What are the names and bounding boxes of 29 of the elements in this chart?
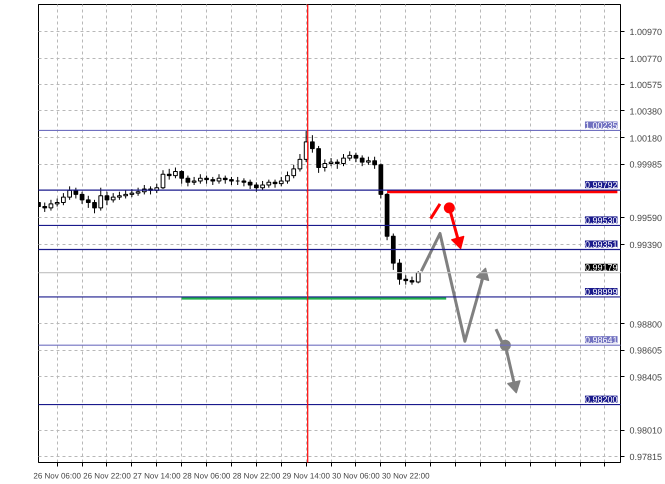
ref-line-label: 0.98999 <box>584 286 618 297</box>
ref-line-label: 0.98200 <box>584 394 618 405</box>
ref-line-label: 1.00235 <box>584 120 618 130</box>
ref-line-label: 0.99351 <box>584 240 618 250</box>
ref-line-label: 0.98641 <box>584 335 618 346</box>
x-tick-label: 29 Nov 14:00 <box>282 472 331 480</box>
y-tick-label: 1.00970 <box>630 26 662 37</box>
y-tick-label: 0.99390 <box>630 240 662 250</box>
y-tick-label: 0.98405 <box>630 372 662 382</box>
x-tick-label: 30 Nov 22:00 <box>382 472 430 480</box>
x-tick-label: 26 Nov 06:00 <box>33 472 82 480</box>
x-tick-label: 28 Nov 22:00 <box>232 472 281 480</box>
y-tick-label: 1.00380 <box>630 106 662 116</box>
y-tick-label: 1.00770 <box>630 54 662 64</box>
y-tick-label: 0.98605 <box>630 346 662 356</box>
ref-line-label: 0.99530 <box>584 215 618 226</box>
y-tick-label: 0.99985 <box>630 160 662 170</box>
y-tick-label: 0.98800 <box>630 319 662 330</box>
y-tick-label: 0.97815 <box>630 452 662 462</box>
x-tick-label: 27 Nov 14:00 <box>132 472 182 480</box>
x-tick-label: 30 Nov 06:00 <box>332 472 380 480</box>
ref-line-label: 0.99792 <box>584 180 618 190</box>
y-tick-label: 1.00180 <box>630 133 662 144</box>
x-tick-label: 28 Nov 06:00 <box>182 472 231 480</box>
y-tick-label: 1.00575 <box>630 80 662 90</box>
ref-line-label: 0.99179 <box>584 262 618 273</box>
y-tick-label: 0.98010 <box>630 426 662 436</box>
y-tick-label: 0.99590 <box>630 212 662 223</box>
x-tick-label: 26 Nov 22:00 <box>83 472 132 480</box>
